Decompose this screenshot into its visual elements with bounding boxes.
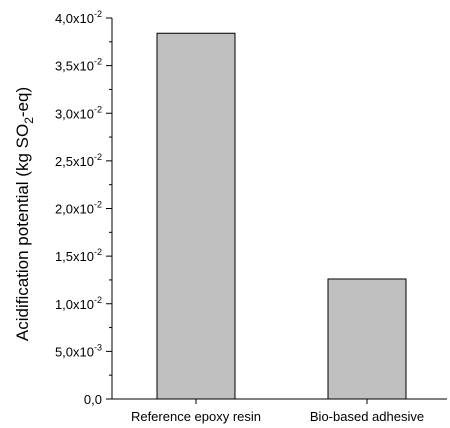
x-category-label: Bio-based adhesive [310,409,424,424]
y-tick-mantissa: 1,5x10 [55,249,94,264]
y-tick-exponent: -3 [94,342,102,352]
y-axis-title-main: Acidification potential (kg SO [13,124,32,341]
y-tick-mantissa: 2,0x10 [55,202,94,217]
bar-2 [327,278,407,400]
y-axis-title-end: -eq) [13,87,32,117]
y-tick-label: 5,0x10-3 [55,342,102,359]
y-tick-label: 0,0 [84,392,102,407]
y-tick-mantissa: 2,5x10 [55,154,94,169]
y-axis-title-subscript: 2 [22,117,36,124]
y-tick-mantissa: 3,0x10 [55,106,94,121]
y-tick-exponent: -2 [94,295,102,305]
y-tick-exponent: -2 [94,200,102,210]
y-tick-label: 3,5x10-2 [55,57,102,74]
y-tick-label: 3,0x10-2 [55,104,102,121]
y-tick-mantissa: 3,5x10 [55,59,94,74]
y-tick-exponent: -2 [94,104,102,114]
y-tick-label: 1,0x10-2 [55,295,102,312]
y-tick-exponent: -2 [94,57,102,67]
y-tick-mantissa: 4,0x10 [55,11,94,26]
bar-1 [156,32,236,400]
y-tick-label: 1,5x10-2 [55,247,102,264]
y-tick-label: 2,5x10-2 [55,152,102,169]
y-tick-label: 2,0x10-2 [55,200,102,217]
y-tick-exponent: -2 [94,247,102,257]
y-tick-mantissa: 0,0 [84,392,102,407]
bars [156,32,407,400]
x-category-label: Reference epoxy resin [131,409,261,424]
y-tick-exponent: -2 [94,9,102,19]
y-tick-mantissa: 5,0x10 [55,344,94,359]
y-axis-ticks: 0,05,0x10-31,0x10-21,5x10-22,0x10-22,5x1… [55,9,112,407]
y-tick-exponent: -2 [94,152,102,162]
y-axis-title: Acidification potential (kg SO2-eq) [13,87,36,341]
y-tick-label: 4,0x10-2 [55,9,102,26]
y-tick-mantissa: 1,0x10 [55,297,94,312]
x-axis-category-labels: Reference epoxy resin Bio-based adhesive [131,399,424,424]
